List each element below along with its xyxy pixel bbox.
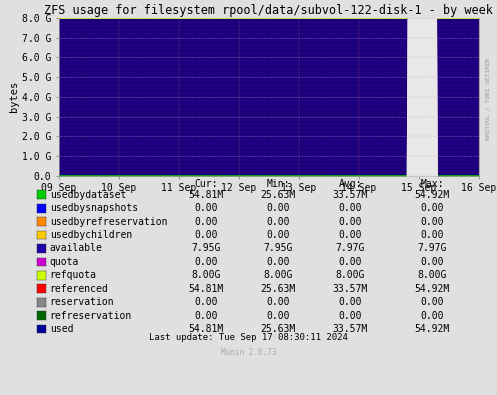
Text: 33.57M: 33.57M: [333, 284, 368, 294]
Text: 0.00: 0.00: [338, 257, 362, 267]
Text: 54.81M: 54.81M: [189, 284, 224, 294]
Text: 0.00: 0.00: [194, 230, 218, 240]
Text: quota: quota: [50, 257, 79, 267]
Text: Max:: Max:: [420, 179, 444, 189]
Text: 54.81M: 54.81M: [189, 190, 224, 200]
Text: refreservation: refreservation: [50, 310, 132, 321]
Text: refquota: refquota: [50, 270, 97, 280]
Text: 8.00G: 8.00G: [191, 270, 221, 280]
Text: 54.92M: 54.92M: [415, 324, 450, 334]
Text: 0.00: 0.00: [266, 230, 290, 240]
Text: 0.00: 0.00: [266, 297, 290, 307]
Text: 0.00: 0.00: [338, 297, 362, 307]
Text: 0.00: 0.00: [266, 257, 290, 267]
Text: 0.00: 0.00: [266, 216, 290, 227]
Text: 8.00G: 8.00G: [417, 270, 447, 280]
Text: 0.00: 0.00: [338, 230, 362, 240]
Text: 8.00G: 8.00G: [263, 270, 293, 280]
Y-axis label: bytes: bytes: [9, 81, 19, 113]
Text: 54.92M: 54.92M: [415, 284, 450, 294]
Title: ZFS usage for filesystem rpool/data/subvol-122-disk-1 - by week: ZFS usage for filesystem rpool/data/subv…: [44, 4, 493, 17]
Text: reservation: reservation: [50, 297, 114, 307]
Text: 0.00: 0.00: [338, 216, 362, 227]
Text: 0.00: 0.00: [266, 203, 290, 213]
Text: 0.00: 0.00: [420, 230, 444, 240]
Text: 0.00: 0.00: [420, 203, 444, 213]
Text: 0.00: 0.00: [194, 310, 218, 321]
Text: 0.00: 0.00: [420, 216, 444, 227]
Text: 0.00: 0.00: [420, 257, 444, 267]
Text: available: available: [50, 243, 102, 254]
Text: RRDTOOL / TOBI OETIKER: RRDTOOL / TOBI OETIKER: [486, 58, 491, 140]
Text: usedbysnapshots: usedbysnapshots: [50, 203, 138, 213]
Text: 54.81M: 54.81M: [189, 324, 224, 334]
Text: 0.00: 0.00: [420, 310, 444, 321]
Text: 25.63M: 25.63M: [261, 190, 296, 200]
Text: 25.63M: 25.63M: [261, 284, 296, 294]
Text: 54.92M: 54.92M: [415, 190, 450, 200]
Text: 0.00: 0.00: [194, 203, 218, 213]
Text: 0.00: 0.00: [420, 297, 444, 307]
Text: 0.00: 0.00: [266, 310, 290, 321]
Text: 25.63M: 25.63M: [261, 324, 296, 334]
Text: referenced: referenced: [50, 284, 108, 294]
Text: 0.00: 0.00: [194, 297, 218, 307]
Text: 7.97G: 7.97G: [335, 243, 365, 254]
Text: used: used: [50, 324, 73, 334]
Text: 7.95G: 7.95G: [263, 243, 293, 254]
Text: 8.00G: 8.00G: [335, 270, 365, 280]
Text: 0.00: 0.00: [338, 203, 362, 213]
Text: 0.00: 0.00: [194, 216, 218, 227]
Text: Avg:: Avg:: [338, 179, 362, 189]
Text: 7.97G: 7.97G: [417, 243, 447, 254]
Text: Cur:: Cur:: [194, 179, 218, 189]
Text: 7.95G: 7.95G: [191, 243, 221, 254]
Text: Munin 2.0.73: Munin 2.0.73: [221, 348, 276, 357]
Text: usedbyrefreservation: usedbyrefreservation: [50, 216, 167, 227]
Text: Last update: Tue Sep 17 08:30:11 2024: Last update: Tue Sep 17 08:30:11 2024: [149, 333, 348, 342]
Text: 0.00: 0.00: [194, 257, 218, 267]
Text: usedbydataset: usedbydataset: [50, 190, 126, 200]
Text: 33.57M: 33.57M: [333, 190, 368, 200]
Text: 0.00: 0.00: [338, 310, 362, 321]
Text: Min:: Min:: [266, 179, 290, 189]
Text: 33.57M: 33.57M: [333, 324, 368, 334]
Text: usedbychildren: usedbychildren: [50, 230, 132, 240]
